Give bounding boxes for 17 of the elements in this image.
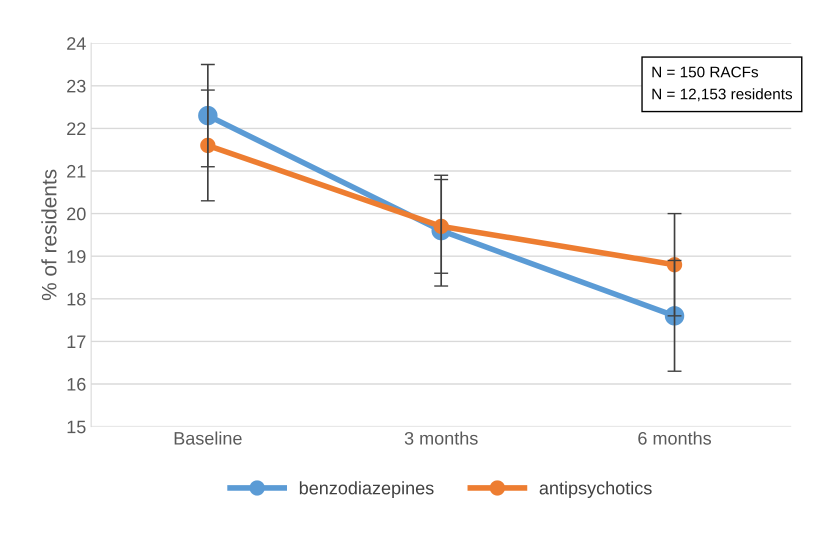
x-tick-label: 3 months [404,431,478,445]
y-tick-label: 23 [67,80,86,93]
x-tick-label: 6 months [638,431,712,445]
y-axis-title: % of residents [41,170,57,300]
y-tick-label: 17 [68,336,86,348]
y-tick-label: 19 [68,250,86,263]
y-tick-label: 16 [68,378,86,391]
x-tick-label: Baseline [174,431,242,445]
annotation: N = 150 RACFs N = 12,153 residents [652,66,792,102]
y-tick-label: 22 [67,122,86,135]
legend-label: antipsychotics [540,481,652,498]
y-tick-label: 20 [67,208,86,220]
y-tick-label: 24 [67,37,86,50]
y-tick-label: 15 [68,420,86,434]
y-tick-label: 21 [67,164,86,178]
legend-label: benzodiazepines [300,481,434,498]
y-tick-label: 18 [68,292,86,306]
